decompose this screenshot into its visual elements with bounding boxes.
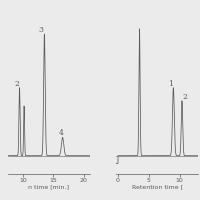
Text: 3: 3 [39, 26, 44, 34]
Text: 4: 4 [59, 129, 64, 137]
Text: 2: 2 [14, 80, 19, 88]
Text: 1: 1 [168, 80, 173, 88]
X-axis label: Retention time [: Retention time [ [132, 185, 183, 190]
Text: 2: 2 [182, 93, 187, 101]
X-axis label: n time [min.]: n time [min.] [28, 185, 69, 190]
